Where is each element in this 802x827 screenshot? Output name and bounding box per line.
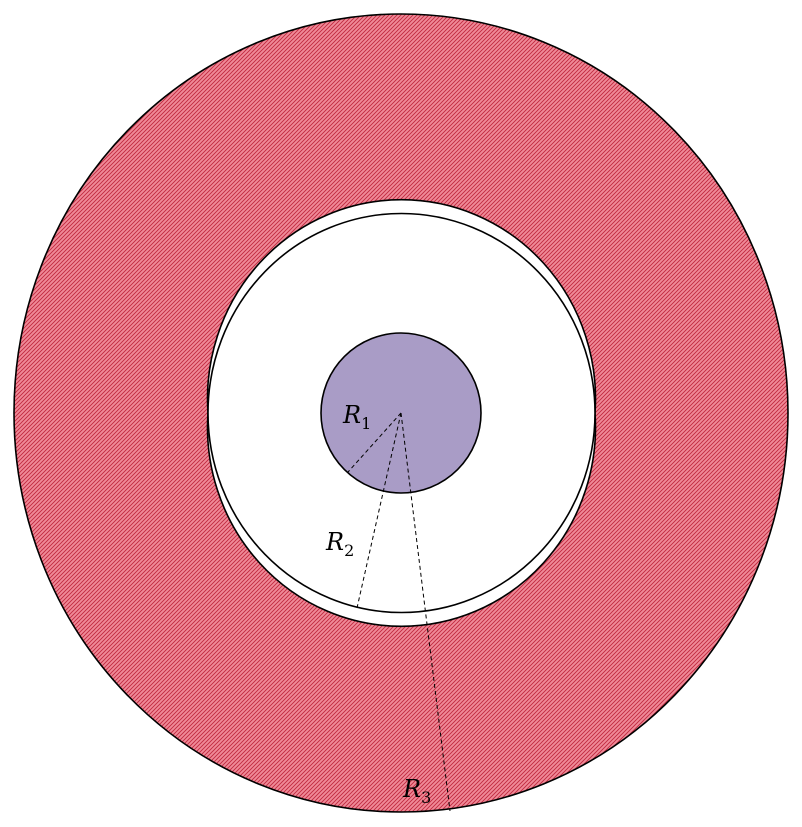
label-r2: R2 bbox=[325, 528, 354, 560]
radius-line-r3 bbox=[400, 412, 451, 812]
radius-line-r1 bbox=[347, 412, 402, 473]
label-r1: R1 bbox=[342, 401, 371, 433]
radius-line-r2 bbox=[356, 412, 402, 609]
outer-shell bbox=[13, 13, 789, 813]
label-r3: R3 bbox=[402, 775, 431, 807]
